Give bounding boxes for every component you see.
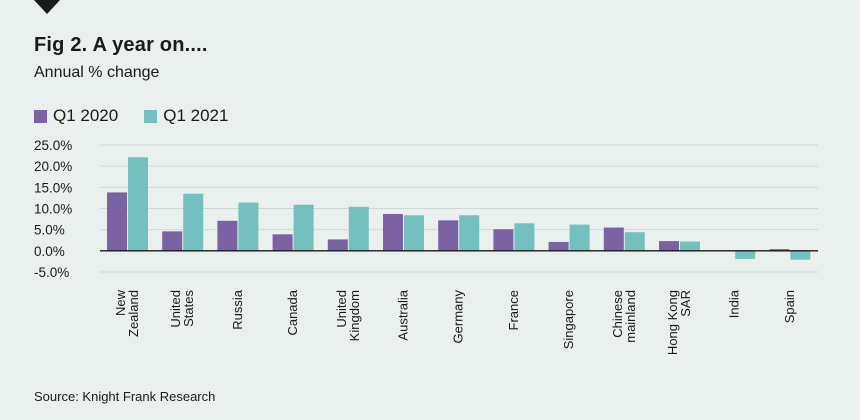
x-category-label-line: Russia <box>230 289 245 330</box>
bar-q1-2020 <box>107 192 127 251</box>
x-category-label-line: Australia <box>396 289 411 340</box>
chart-title: Fig 2. A year on.... <box>34 34 208 56</box>
x-category-label-line: Germany <box>451 290 466 344</box>
y-tick-label: 10.0% <box>34 202 72 217</box>
x-category-label-line: States <box>181 290 196 327</box>
bar-q1-2020 <box>659 241 679 251</box>
y-tick-label: -5.0% <box>34 265 69 280</box>
legend-swatch-q1-2020 <box>34 109 47 123</box>
bar-q1-2021 <box>569 224 590 251</box>
x-category-label-line: Kingdom <box>347 290 362 341</box>
bar-q1-2020 <box>383 214 403 251</box>
x-category-label: Spain <box>782 290 797 323</box>
x-category-label-line: mainland <box>623 290 638 343</box>
bar-q1-2021 <box>790 250 811 260</box>
y-tick-label: 15.0% <box>34 180 72 195</box>
x-category-label-line: New <box>113 289 128 316</box>
bar-q1-2021 <box>238 202 259 251</box>
x-category-label-line: France <box>506 290 521 330</box>
bar-q1-2021 <box>183 193 204 251</box>
legend-label-q1-2021: Q1 2021 <box>163 106 229 125</box>
bar-q1-2020 <box>548 241 569 251</box>
bar-q1-2021 <box>293 204 314 251</box>
legend-swatch-q1-2021 <box>144 109 158 123</box>
x-category-label: NewZealand <box>113 289 141 337</box>
x-category-label: Hong KongSAR <box>665 290 693 355</box>
bar-q1-2020 <box>272 234 293 251</box>
x-category-label: Chinesemainland <box>610 290 638 343</box>
bar-q1-2020 <box>493 229 514 251</box>
bar-q1-2021 <box>514 223 535 251</box>
legend-item-q1-2020: Q1 2020 <box>34 106 118 126</box>
x-category-label: Australia <box>396 289 411 340</box>
x-category-label-line: Singapore <box>561 290 576 349</box>
x-category-label: UnitedKingdom <box>334 290 362 341</box>
x-category-label: Russia <box>230 289 245 330</box>
x-category-label-line: India <box>727 289 742 318</box>
x-category-label: Canada <box>285 289 300 335</box>
y-tick-label: 20.0% <box>34 159 72 174</box>
bar-q1-2021 <box>624 232 645 251</box>
bar-q1-2021 <box>404 215 424 251</box>
legend: Q1 2020 Q1 2021 <box>34 106 254 126</box>
bar-q1-2020 <box>438 220 459 251</box>
y-tick-label: 5.0% <box>34 223 65 238</box>
x-category-label: Germany <box>451 290 466 344</box>
bar-q1-2020 <box>162 231 183 251</box>
x-category-label-line: Zealand <box>126 290 141 337</box>
y-tick-label: 25.0% <box>34 138 72 153</box>
legend-item-q1-2021: Q1 2021 <box>144 106 228 126</box>
x-category-label-line: United <box>334 290 349 328</box>
bar-q1-2020 <box>769 249 790 251</box>
bar-q1-2020 <box>327 239 348 251</box>
x-category-label: Singapore <box>561 290 576 349</box>
bar-q1-2020 <box>603 227 624 251</box>
x-category-label: India <box>727 289 742 318</box>
legend-label-q1-2020: Q1 2020 <box>53 106 119 125</box>
x-category-label-line: SAR <box>678 290 693 317</box>
x-category-label-line: Canada <box>285 289 300 335</box>
x-category-label-line: Chinese <box>610 290 625 338</box>
corner-triangle-icon <box>34 0 60 14</box>
source-note: Source: Knight Frank Research <box>34 389 216 404</box>
x-category-label: France <box>506 290 521 330</box>
bar-q1-2021 <box>348 206 369 251</box>
bar-q1-2021 <box>680 241 700 251</box>
bar-q1-2021 <box>735 250 756 259</box>
bar-q1-2021 <box>128 157 148 251</box>
y-tick-label: 0.0% <box>34 244 65 259</box>
x-category-label-line: Spain <box>782 290 797 323</box>
bar-q1-2021 <box>459 215 480 251</box>
x-category-label-line: United <box>168 290 183 328</box>
x-category-label-line: Hong Kong <box>665 290 680 355</box>
bar-q1-2020 <box>217 220 238 251</box>
chart-subtitle: Annual % change <box>34 64 160 81</box>
x-category-label: UnitedStates <box>168 290 196 328</box>
